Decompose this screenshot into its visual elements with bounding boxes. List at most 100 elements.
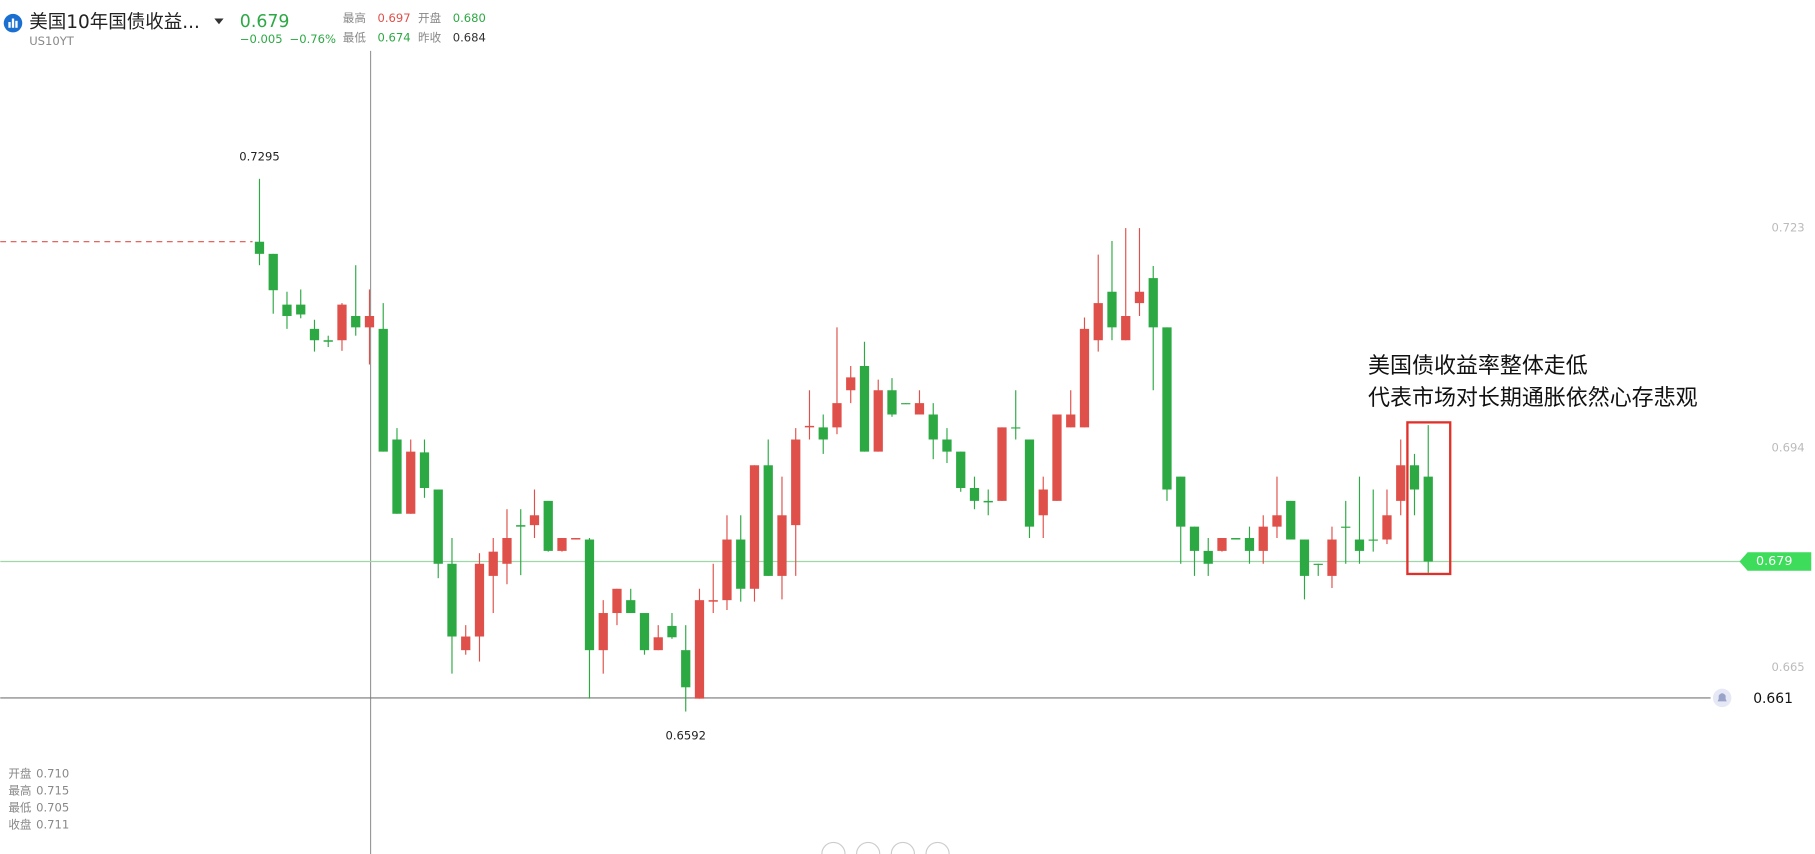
candle-body bbox=[1134, 291, 1145, 304]
price: 0.679 bbox=[240, 12, 290, 32]
candle-body bbox=[1286, 500, 1296, 540]
stat-label: 最高 bbox=[343, 11, 366, 25]
candle-body bbox=[708, 600, 718, 602]
candle-body bbox=[309, 328, 320, 341]
candle-body bbox=[901, 403, 911, 405]
candle-body bbox=[777, 515, 787, 576]
candle-body bbox=[1217, 538, 1227, 551]
annotation: 美国债收益率整体走低 bbox=[1368, 354, 1588, 379]
candle-body bbox=[1121, 315, 1131, 341]
candle-body bbox=[749, 465, 760, 589]
candle-body bbox=[653, 637, 663, 651]
max-label: 0.7295 bbox=[239, 149, 279, 163]
candle-body bbox=[1368, 539, 1378, 541]
candle-body bbox=[433, 489, 443, 564]
candle-body bbox=[859, 366, 870, 452]
zoom-button[interactable] bbox=[890, 841, 916, 854]
candle-body bbox=[447, 563, 457, 637]
info-label: 最低 bbox=[8, 801, 32, 815]
candle-body bbox=[763, 465, 773, 576]
candle-body bbox=[571, 538, 581, 540]
price-tag bbox=[1739, 552, 1812, 571]
logo-bar bbox=[15, 20, 18, 28]
candle-body bbox=[873, 390, 883, 452]
candle-body bbox=[1396, 465, 1406, 501]
logo-bar bbox=[11, 18, 15, 28]
candle-body bbox=[1024, 439, 1035, 527]
candle-body bbox=[804, 425, 815, 428]
stat-label: 开盘 bbox=[418, 11, 442, 25]
zoom-button[interactable] bbox=[925, 841, 950, 854]
candle-body bbox=[351, 315, 361, 328]
symbol-title[interactable]: 美国10年国债收益... bbox=[29, 12, 200, 33]
price-tag-label: 0.679 bbox=[1756, 553, 1792, 568]
info-label: 开盘 bbox=[8, 767, 32, 781]
candle-body bbox=[598, 613, 608, 651]
candle-body bbox=[378, 328, 388, 452]
candle-body bbox=[1258, 526, 1268, 551]
candle-body bbox=[969, 488, 980, 501]
candle-body bbox=[1231, 538, 1241, 540]
candle-body bbox=[612, 588, 622, 614]
candle-body bbox=[488, 551, 498, 576]
candle-body bbox=[516, 525, 526, 527]
candle-body bbox=[997, 427, 1007, 501]
alert-bell bbox=[1717, 693, 1727, 702]
candle-body bbox=[392, 439, 402, 514]
alert-label: 0.661 bbox=[1753, 691, 1793, 707]
candle-body bbox=[928, 414, 938, 440]
candle-body bbox=[474, 563, 485, 637]
candle-body bbox=[337, 304, 347, 341]
candle-body bbox=[1189, 526, 1200, 551]
stat-value: 0.680 bbox=[453, 11, 486, 25]
candle-body bbox=[667, 625, 677, 638]
candle-body bbox=[406, 451, 416, 514]
change-pct: −0.76% bbox=[290, 32, 336, 46]
zoom-button[interactable] bbox=[821, 841, 846, 854]
candle-body bbox=[1148, 278, 1158, 328]
crosshair-info: 开盘 0.710 最高 0.715 最低 0.705 收盘 0.711 bbox=[8, 767, 69, 832]
candle-body bbox=[1176, 476, 1186, 527]
candle-body bbox=[1203, 550, 1213, 564]
candle-body bbox=[296, 304, 306, 315]
candle-body bbox=[1107, 291, 1117, 328]
stat-label: 昨收 bbox=[418, 31, 442, 45]
candle-body bbox=[254, 241, 265, 254]
candle-body bbox=[1052, 414, 1062, 501]
info-value: 0.715 bbox=[36, 784, 69, 798]
min-label: 0.6592 bbox=[665, 728, 705, 742]
dropdown-arrow[interactable] bbox=[214, 18, 224, 25]
candle-body bbox=[639, 613, 650, 651]
lines: 0.679 0.661 bbox=[0, 241, 1812, 708]
candle-body bbox=[956, 451, 966, 488]
y-tick-label: 0.723 bbox=[1772, 221, 1805, 235]
stat-value: 0.684 bbox=[453, 31, 486, 45]
candle-body bbox=[887, 390, 897, 415]
candle-body bbox=[1079, 328, 1090, 428]
candle-body bbox=[1313, 563, 1323, 565]
candle-body bbox=[419, 452, 430, 488]
candle-body bbox=[846, 377, 856, 391]
candle-body bbox=[1423, 476, 1433, 562]
annotation: 代表市场对长期通胀依然心存悲观 bbox=[1368, 386, 1698, 411]
candle-body bbox=[1244, 538, 1255, 551]
candle-body bbox=[942, 439, 952, 452]
candle-body bbox=[626, 600, 636, 614]
candle-body bbox=[529, 515, 540, 526]
zoom-button[interactable] bbox=[856, 841, 881, 854]
candle-body bbox=[818, 427, 828, 440]
highlight-box bbox=[1406, 421, 1452, 576]
candle-body bbox=[791, 439, 801, 526]
candle-body bbox=[736, 539, 746, 589]
symbol-code: US10YT bbox=[29, 34, 75, 48]
candle-body bbox=[584, 539, 595, 651]
candle-body bbox=[1011, 427, 1021, 429]
candle-body bbox=[1354, 539, 1365, 551]
candle-body bbox=[1341, 526, 1351, 528]
y-tick-label: 0.694 bbox=[1772, 440, 1805, 454]
candle-body bbox=[557, 538, 567, 551]
candle-body bbox=[1272, 515, 1282, 527]
candle-body bbox=[681, 650, 691, 688]
